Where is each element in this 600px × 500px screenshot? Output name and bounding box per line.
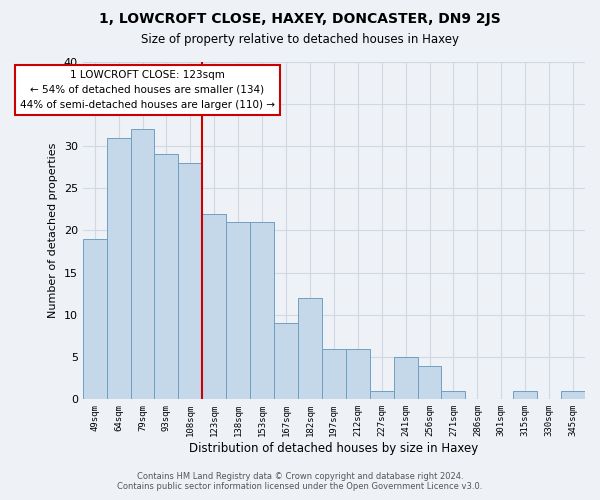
Bar: [394, 357, 418, 400]
Bar: [418, 366, 442, 400]
Bar: [83, 239, 107, 400]
Bar: [561, 391, 585, 400]
Bar: [442, 391, 466, 400]
Bar: [370, 391, 394, 400]
Bar: [131, 129, 154, 400]
Bar: [178, 163, 202, 400]
X-axis label: Distribution of detached houses by size in Haxey: Distribution of detached houses by size …: [189, 442, 478, 455]
Text: 1, LOWCROFT CLOSE, HAXEY, DONCASTER, DN9 2JS: 1, LOWCROFT CLOSE, HAXEY, DONCASTER, DN9…: [99, 12, 501, 26]
Bar: [202, 214, 226, 400]
Y-axis label: Number of detached properties: Number of detached properties: [48, 142, 58, 318]
Bar: [226, 222, 250, 400]
Bar: [154, 154, 178, 400]
Text: Contains HM Land Registry data © Crown copyright and database right 2024.
Contai: Contains HM Land Registry data © Crown c…: [118, 472, 482, 491]
Bar: [274, 324, 298, 400]
Bar: [250, 222, 274, 400]
Bar: [322, 348, 346, 400]
Bar: [298, 298, 322, 400]
Text: 1 LOWCROFT CLOSE: 123sqm
← 54% of detached houses are smaller (134)
44% of semi-: 1 LOWCROFT CLOSE: 123sqm ← 54% of detach…: [20, 70, 275, 110]
Bar: [107, 138, 131, 400]
Bar: [346, 348, 370, 400]
Text: Size of property relative to detached houses in Haxey: Size of property relative to detached ho…: [141, 32, 459, 46]
Bar: [513, 391, 537, 400]
